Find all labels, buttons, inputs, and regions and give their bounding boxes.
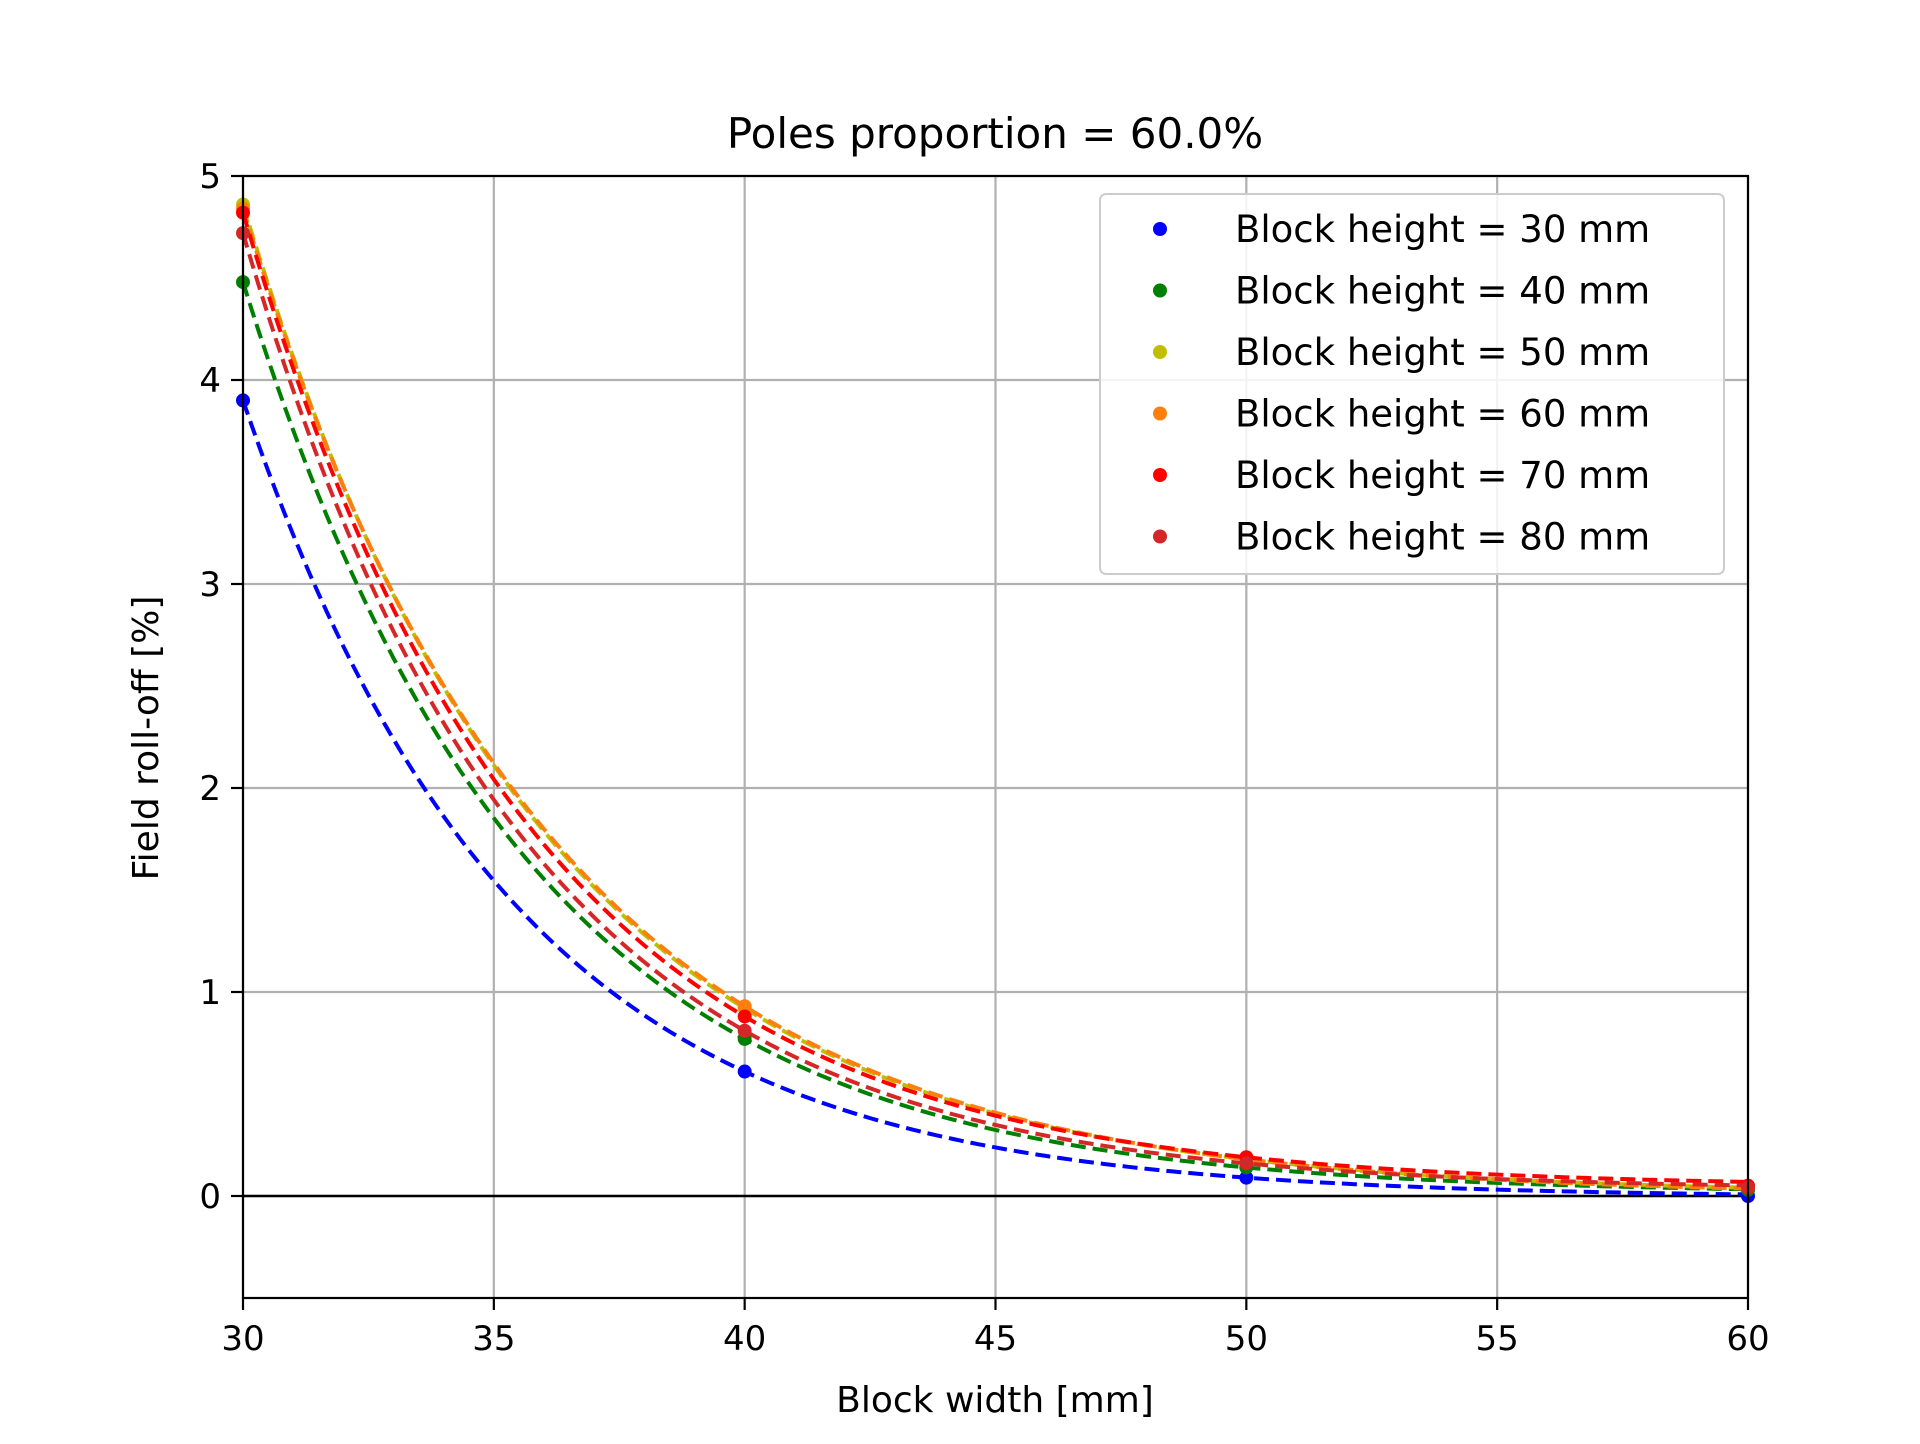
series-line-5 (241, 232, 1749, 1188)
y-tick-label: 4 (199, 361, 221, 401)
x-tick-label: 60 (1726, 1319, 1769, 1359)
legend-box (1099, 193, 1725, 575)
series-line-1 (241, 281, 1749, 1192)
y-axis-label: Field roll-off [%] (126, 596, 167, 881)
legend-marker (1153, 406, 1167, 421)
chart-title: Poles proportion = 60.0% (727, 109, 1263, 158)
legend: Block height = 30 mm Block height = 40 mm… (1099, 193, 1725, 575)
legend-label: Block height = 60 mm (1235, 393, 1650, 436)
legend-marker (1153, 222, 1167, 236)
legend-label: Block height = 80 mm (1235, 516, 1650, 559)
x-tick-label: 55 (1476, 1319, 1519, 1359)
y-tick-label: 3 (199, 565, 221, 605)
data-point (737, 1023, 752, 1038)
legend-marker (1153, 283, 1167, 298)
y-tick-label: 0 (199, 1177, 221, 1217)
grid (241, 174, 1750, 1298)
legend-marker (1153, 468, 1167, 482)
data-point (737, 1009, 752, 1024)
x-tick-label: 50 (1225, 1319, 1268, 1359)
y-tick-label: 1 (199, 973, 221, 1013)
legend-label: Block height = 50 mm (1235, 331, 1650, 374)
y-tick-label: 5 (199, 157, 221, 197)
legend-label: Block height = 30 mm (1235, 208, 1650, 251)
x-axis-label: Block width [mm] (836, 1380, 1154, 1421)
x-tick-label: 40 (723, 1319, 766, 1359)
legend-marker (1153, 345, 1167, 359)
data-point (737, 999, 752, 1014)
legend-marker (1153, 529, 1167, 544)
x-tick-label: 35 (472, 1319, 515, 1359)
x-tick-label: 30 (221, 1319, 264, 1359)
legend-label: Block height = 70 mm (1235, 454, 1650, 497)
data-point (1239, 1170, 1254, 1185)
legend-label: Block height = 40 mm (1235, 270, 1650, 313)
y-tick-label: 2 (199, 769, 221, 809)
series-line-4 (241, 212, 1749, 1184)
data-point (737, 1064, 752, 1079)
x-tick-label: 45 (974, 1319, 1017, 1359)
series-line-0 (241, 399, 1749, 1197)
data-point (1239, 1156, 1254, 1171)
